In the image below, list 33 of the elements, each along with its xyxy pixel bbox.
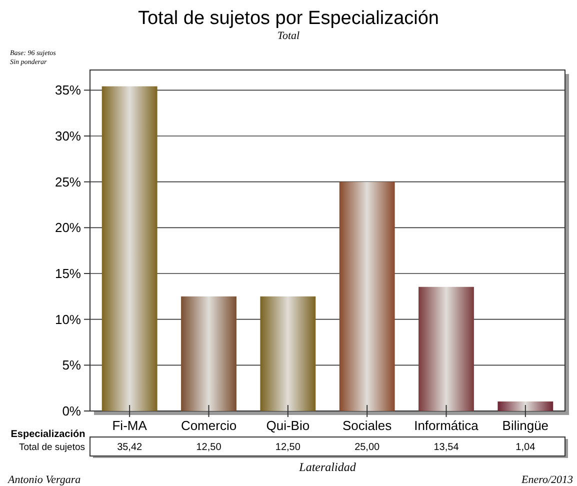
y-tick-label: 10%: [54, 312, 82, 327]
x-tick-label: Qui-Bio: [266, 418, 310, 433]
text: Antonio Vergara: [7, 474, 82, 486]
bar: [339, 182, 395, 411]
bar: [181, 296, 236, 411]
text: Enero/2013: [520, 474, 574, 486]
bar: [102, 86, 158, 411]
data-label: 12,50: [275, 442, 301, 453]
bar: [498, 401, 554, 411]
y-tick-label: 25%: [54, 174, 82, 190]
bar: [260, 296, 316, 411]
x-tick-label: Sociales: [342, 418, 392, 433]
y-tick-label: 30%: [54, 128, 82, 144]
y-tick-label: 5%: [62, 358, 82, 373]
chart-title: Total de sujetos por Especialización: [138, 8, 440, 29]
x-tick-label: Bilingüe: [502, 418, 549, 433]
data-label: 12,50: [196, 442, 222, 453]
data-label: 1,04: [516, 442, 536, 453]
y-tick-label: 15%: [54, 266, 82, 282]
y-tick-label: 0%: [62, 404, 82, 419]
data-label: 25,00: [354, 442, 380, 453]
x-tick-label: Fi-MA: [112, 418, 148, 433]
y-tick-label: 20%: [54, 220, 82, 236]
x-tick-label: Comercio: [180, 418, 237, 433]
x-tick-label: Informática: [414, 418, 480, 433]
chart-subtitle: Total: [277, 30, 300, 42]
text: Especialización: [10, 429, 86, 440]
data-label: 13,54: [434, 442, 460, 453]
bar: [418, 286, 474, 411]
x-axis-title: Lateralidad: [298, 460, 357, 474]
y-tick-label: 35%: [54, 82, 82, 98]
text: Total de sujetos: [18, 442, 86, 453]
data-label: 35,42: [117, 442, 143, 453]
